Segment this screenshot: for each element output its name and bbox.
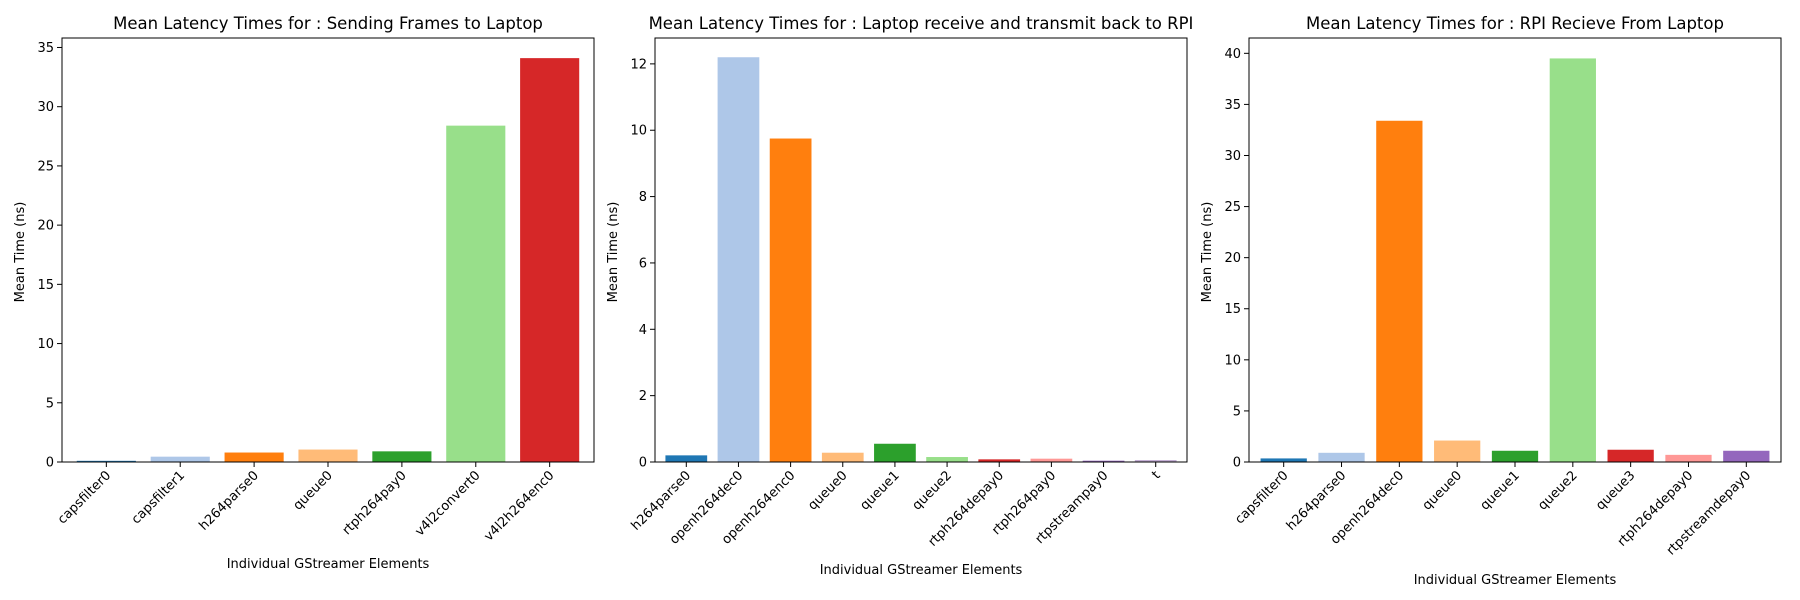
bar-v4l2convert0: [446, 125, 506, 462]
bar-capsfilter1: [150, 456, 210, 462]
y-tick-label: 0: [46, 456, 54, 471]
bar-queue1: [874, 443, 916, 462]
x-axis-label: Individual GStreamer Elements: [820, 563, 1023, 578]
x-tick-label: queue0: [805, 468, 850, 513]
y-axis-label: Mean Time (ns): [13, 202, 28, 303]
bar-openh264dec0: [717, 57, 760, 463]
y-tick-label: 8: [639, 190, 647, 205]
x-tick-label: capsfilter0: [1232, 468, 1291, 527]
chart-panel-2: Mean Latency Times for : Laptop receive …: [606, 14, 1193, 578]
x-axis-label: Individual GStreamer Elements: [1414, 573, 1617, 588]
y-tick-label: 25: [37, 159, 54, 174]
plot-area-frame: [654, 37, 1188, 463]
x-tick-label: v4l2convert0: [412, 468, 483, 539]
bar-rtpstreampay0: [1082, 460, 1125, 462]
y-tick-label: 4: [639, 323, 647, 338]
y-tick-label: 5: [1233, 404, 1241, 419]
y-tick-label: 10: [630, 124, 647, 139]
x-tick-label: queue1: [1478, 468, 1523, 513]
y-tick-label: 40: [1224, 47, 1241, 62]
chart-title: Mean Latency Times for : Laptop receive …: [649, 14, 1194, 33]
y-tick-label: 35: [1224, 98, 1241, 113]
x-tick-label: rtph264pay0: [340, 468, 410, 538]
x-tick-label: queue0: [291, 468, 336, 513]
bar-rtph264depay0: [978, 459, 1021, 462]
bar-openh264enc0: [769, 138, 812, 462]
bar-h264parse0: [665, 455, 708, 462]
bar-t: [1134, 460, 1177, 462]
x-axis-label: Individual GStreamer Elements: [227, 557, 430, 572]
bar-rtpstreamdepay0: [1723, 450, 1770, 462]
chart-title: Mean Latency Times for : Sending Frames …: [113, 14, 543, 33]
x-tick-label: v4l2h264enc0: [481, 468, 557, 544]
bar-h264parse0: [1318, 452, 1365, 462]
y-tick-label: 10: [37, 337, 54, 352]
bar-capsfilter0: [1260, 458, 1307, 462]
bar-rtph264depay0: [1665, 454, 1712, 462]
y-tick-label: 5: [46, 396, 54, 411]
bar-h264parse0: [224, 452, 284, 462]
y-tick-label: 15: [37, 278, 54, 293]
y-tick-label: 2: [639, 389, 647, 404]
x-tick-label: queue0: [1420, 468, 1465, 513]
bar-queue0: [821, 452, 864, 462]
y-tick-label: 30: [37, 100, 54, 115]
bar-queue1: [1491, 450, 1539, 462]
bar-openh264dec0: [1376, 120, 1423, 462]
x-tick-label: capsfilter1: [129, 468, 188, 527]
chart-title: Mean Latency Times for : RPI Recieve Fro…: [1306, 14, 1724, 33]
bar-rtph264pay0: [1030, 458, 1073, 462]
y-tick-label: 20: [1224, 251, 1241, 266]
bar-queue2: [1549, 58, 1596, 463]
bar-queue0: [1434, 440, 1481, 462]
y-tick-label: 25: [1224, 200, 1241, 215]
y-tick-label: 0: [639, 456, 647, 471]
y-tick-label: 6: [639, 256, 647, 271]
plot-area-frame: [61, 37, 595, 463]
y-tick-label: 15: [1224, 302, 1241, 317]
y-tick-label: 35: [37, 41, 54, 56]
chart-panel-3: Mean Latency Times for : RPI Recieve Fro…: [1200, 14, 1782, 588]
x-tick-label: h264parse0: [196, 468, 262, 534]
bar-rtph264pay0: [372, 451, 432, 462]
y-tick-label: 0: [1233, 456, 1241, 471]
x-tick-label: queue2: [910, 468, 955, 513]
bar-v4l2h264enc0: [520, 58, 580, 462]
chart-panel-1: Mean Latency Times for : Sending Frames …: [13, 14, 595, 572]
y-tick-label: 10: [1224, 353, 1241, 368]
bar-queue2: [926, 457, 968, 462]
x-tick-label: queue1: [857, 468, 902, 513]
x-tick-label: queue2: [1535, 468, 1580, 513]
bar-queue3: [1607, 449, 1654, 462]
plot-area-frame: [1248, 37, 1782, 463]
bar-queue0: [298, 449, 358, 462]
y-axis-label: Mean Time (ns): [1200, 202, 1215, 303]
x-tick-label: capsfilter0: [55, 468, 114, 527]
y-tick-label: 30: [1224, 149, 1241, 164]
x-tick-label: t: [1149, 468, 1163, 482]
y-tick-label: 20: [37, 219, 54, 234]
x-tick-label: queue3: [1593, 468, 1638, 513]
y-tick-label: 12: [630, 57, 647, 72]
bar-capsfilter0: [76, 460, 136, 462]
y-axis-label: Mean Time (ns): [606, 202, 621, 303]
